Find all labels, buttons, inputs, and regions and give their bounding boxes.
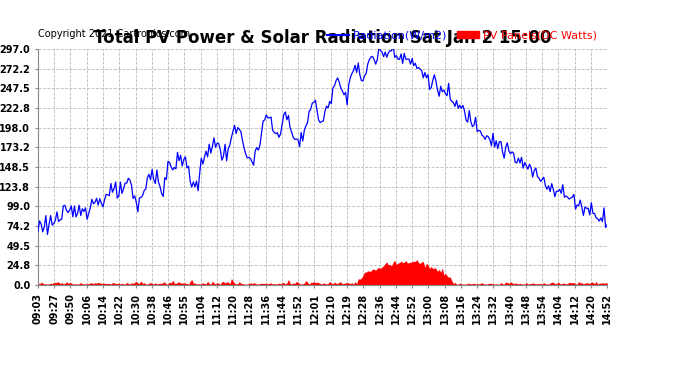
- Text: Copyright 2021 Cartronics.com: Copyright 2021 Cartronics.com: [38, 29, 190, 39]
- Legend: Radiation(W/m2), PV Panels(DC Watts): Radiation(W/m2), PV Panels(DC Watts): [322, 26, 602, 45]
- Title: Total PV Power & Solar Radiation Sat Jan 2 15:00: Total PV Power & Solar Radiation Sat Jan…: [94, 29, 551, 47]
